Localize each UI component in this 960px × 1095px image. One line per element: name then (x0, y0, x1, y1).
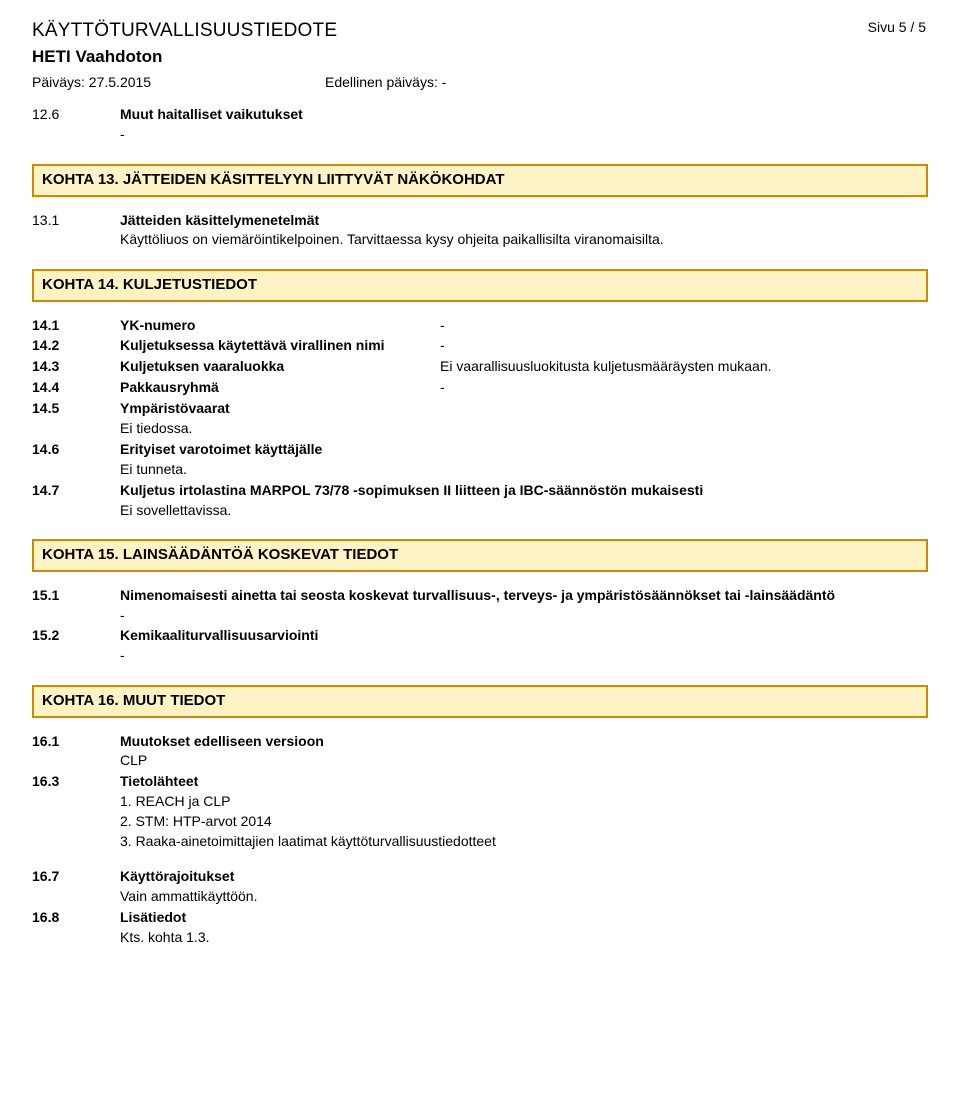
item-number: 13.1 (32, 211, 120, 250)
item-value: - (440, 378, 928, 397)
item-number: 16.7 (32, 867, 120, 906)
source-line-3: 3. Raaka-ainetoimittajien laatimat käytt… (120, 832, 928, 851)
item-number: 16.8 (32, 908, 120, 947)
item-body-text: - (120, 646, 928, 665)
item-12-6: 12.6 Muut haitalliset vaikutukset - (32, 105, 928, 144)
item-14-4: 14.4 Pakkausryhmä - (32, 378, 928, 397)
item-body-text: Vain ammattikäyttöön. (120, 887, 928, 906)
item-label: YK-numero (120, 316, 440, 335)
item-number: 16.3 (32, 772, 120, 851)
item-heading: Kemikaaliturvallisuusarviointi (120, 626, 928, 645)
item-heading: Lisätiedot (120, 908, 928, 927)
item-value: Ei vaarallisuusluokitusta kuljetusmääräy… (440, 357, 928, 376)
item-number: 12.6 (32, 105, 120, 144)
doc-title: KÄYTTÖTURVALLISUUSTIEDOTE (32, 18, 928, 44)
item-number: 14.1 (32, 316, 120, 335)
item-16-7: 16.7 Käyttörajoitukset Vain ammattikäytt… (32, 867, 928, 906)
section-heading-16: KOHTA 16. MUUT TIEDOT (32, 685, 928, 717)
item-body-text: Ei sovellettavissa. (120, 501, 928, 520)
item-14-1: 14.1 YK-numero - (32, 316, 928, 335)
item-body-text: Ei tunneta. (120, 460, 928, 479)
item-number: 16.1 (32, 732, 120, 771)
item-body-text: CLP (120, 751, 928, 770)
item-heading: Ympäristövaarat (120, 399, 928, 418)
item-label: Kuljetuksessa käytettävä virallinen nimi (120, 336, 440, 355)
item-number: 15.2 (32, 626, 120, 665)
item-14-5: 14.5 Ympäristövaarat Ei tiedossa. (32, 399, 928, 438)
item-14-6: 14.6 Erityiset varotoimet käyttäjälle Ei… (32, 440, 928, 479)
item-number: 14.2 (32, 336, 120, 355)
item-heading: Kuljetus irtolastina MARPOL 73/78 -sopim… (120, 481, 928, 500)
document-header: KÄYTTÖTURVALLISUUSTIEDOTE HETI Vaahdoton… (32, 18, 928, 91)
item-16-3: 16.3 Tietolähteet 1. REACH ja CLP 2. STM… (32, 772, 928, 851)
item-label: Pakkausryhmä (120, 378, 440, 397)
item-number: 14.3 (32, 357, 120, 376)
item-heading: Nimenomaisesti ainetta tai seosta koskev… (120, 586, 928, 605)
section-heading-13: KOHTA 13. JÄTTEIDEN KÄSITTELYYN LIITTYVÄ… (32, 164, 928, 196)
item-number: 15.1 (32, 586, 120, 625)
item-number: 14.5 (32, 399, 120, 438)
item-14-3: 14.3 Kuljetuksen vaaraluokka Ei vaaralli… (32, 357, 928, 376)
item-number: 14.6 (32, 440, 120, 479)
item-heading: Käyttörajoitukset (120, 867, 928, 886)
item-heading: Erityiset varotoimet käyttäjälle (120, 440, 928, 459)
section-heading-14: KOHTA 14. KULJETUSTIEDOT (32, 269, 928, 301)
doc-subtitle: HETI Vaahdoton (32, 46, 928, 69)
prev-date-label: Edellinen päiväys: - (325, 73, 446, 92)
item-15-1: 15.1 Nimenomaisesti ainetta tai seosta k… (32, 586, 928, 625)
item-13-1: 13.1 Jätteiden käsittelymenetelmät Käytt… (32, 211, 928, 250)
source-line-2: 2. STM: HTP-arvot 2014 (120, 812, 928, 831)
item-body-text: - (120, 125, 928, 144)
source-line-1: 1. REACH ja CLP (120, 792, 928, 811)
item-15-2: 15.2 Kemikaaliturvallisuusarviointi - (32, 626, 928, 665)
item-body-text: Kts. kohta 1.3. (120, 928, 928, 947)
date-label: Päiväys: 27.5.2015 (32, 74, 151, 90)
item-heading: Jätteiden käsittelymenetelmät (120, 211, 928, 230)
item-16-1: 16.1 Muutokset edelliseen versioon CLP (32, 732, 928, 771)
item-number: 14.4 (32, 378, 120, 397)
item-heading: Muut haitalliset vaikutukset (120, 105, 928, 124)
section-heading-15: KOHTA 15. LAINSÄÄDÄNTÖÄ KOSKEVAT TIEDOT (32, 539, 928, 571)
item-heading: Muutokset edelliseen versioon (120, 732, 928, 751)
item-14-7: 14.7 Kuljetus irtolastina MARPOL 73/78 -… (32, 481, 928, 520)
item-value: - (440, 316, 928, 335)
item-14-2: 14.2 Kuljetuksessa käytettävä virallinen… (32, 336, 928, 355)
item-label: Kuljetuksen vaaraluokka (120, 357, 440, 376)
item-body-text: Käyttöliuos on viemäröintikelpoinen. Tar… (120, 230, 928, 249)
item-body-text: Ei tiedossa. (120, 419, 928, 438)
item-16-8: 16.8 Lisätiedot Kts. kohta 1.3. (32, 908, 928, 947)
item-heading: Tietolähteet (120, 772, 928, 791)
item-value: - (440, 336, 928, 355)
page-number: Sivu 5 / 5 (868, 18, 926, 37)
item-number: 14.7 (32, 481, 120, 520)
item-body-text: - (120, 606, 928, 625)
date-row: Päiväys: 27.5.2015 Edellinen päiväys: - (32, 73, 928, 92)
